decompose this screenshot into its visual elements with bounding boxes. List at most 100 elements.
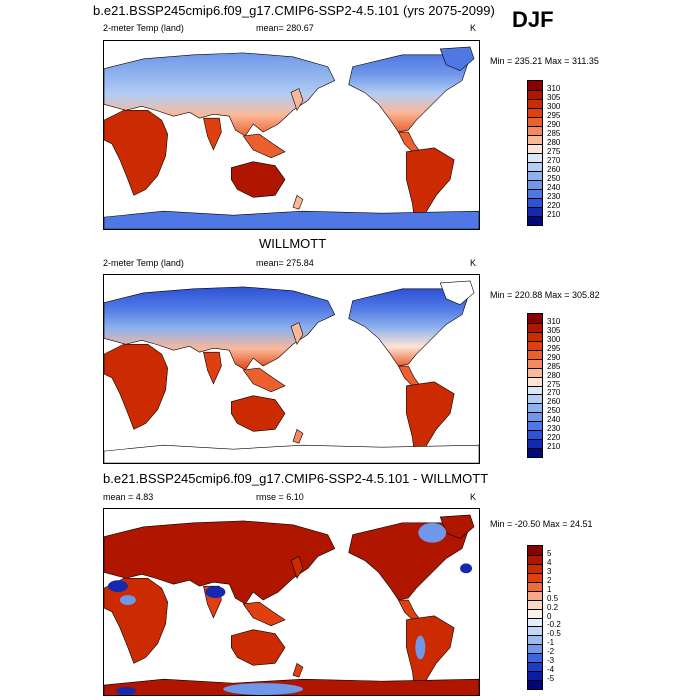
colorbar-tick-label: -1 xyxy=(547,638,555,648)
colorbar-swatch xyxy=(528,599,542,609)
colorbar-tick-label: 280 xyxy=(547,138,561,147)
colorbar-swatch xyxy=(528,349,542,359)
colorbar-swatch xyxy=(528,412,542,422)
colorbar-tick-label: 4 xyxy=(547,557,552,567)
landmass-nz xyxy=(292,662,304,678)
colorbar-swatch xyxy=(528,563,542,573)
panel2-variable-label: 2-meter Temp (land) xyxy=(103,258,184,268)
landmass-antarctica xyxy=(104,210,479,229)
panel1-units-label: K xyxy=(470,23,477,33)
panel3-mean-label: mean = 4.83 xyxy=(103,492,154,502)
colorbar-swatch xyxy=(528,117,542,126)
landmass-greenland xyxy=(439,46,475,72)
colorbar-swatch xyxy=(528,207,542,216)
colorbar-tick-label: 1 xyxy=(547,584,552,594)
colorbar-tick-label: 270 xyxy=(547,388,561,398)
landmass-samerica xyxy=(406,381,455,454)
colorbar-tick-label: -0.2 xyxy=(547,620,561,630)
landmass-japan xyxy=(290,322,304,345)
panel3-colorbar xyxy=(527,545,543,690)
landmass-greenland xyxy=(439,280,475,306)
colorbar-tick-label: 240 xyxy=(547,183,561,192)
colorbar-tick-label: 0.5 xyxy=(547,593,559,603)
colorbar-swatch xyxy=(528,198,542,207)
panel1-minmax: Min = 235.21 Max = 311.35 xyxy=(490,56,599,66)
colorbar-swatch xyxy=(528,358,542,368)
difference-anomaly-region xyxy=(223,683,303,695)
colorbar-tick-label: 250 xyxy=(547,406,561,416)
colorbar-swatch xyxy=(528,81,542,90)
colorbar-tick-label: -3 xyxy=(547,656,555,666)
panel3-units-label: K xyxy=(470,492,477,502)
colorbar-swatch xyxy=(528,180,542,189)
colorbar-tick-label: 310 xyxy=(547,84,561,93)
difference-anomaly-region xyxy=(115,687,136,695)
colorbar-swatch xyxy=(528,662,542,672)
colorbar-swatch xyxy=(528,572,542,582)
colorbar-swatch xyxy=(528,367,542,377)
landmass-seasia xyxy=(242,601,286,627)
colorbar-swatch xyxy=(528,126,542,135)
landmass-australia xyxy=(231,629,286,666)
colorbar-swatch xyxy=(528,617,542,627)
colorbar-tick-label: 300 xyxy=(547,102,561,111)
colorbar-tick-label: 285 xyxy=(547,129,561,138)
colorbar-tick-label: 210 xyxy=(547,210,561,219)
colorbar-swatch xyxy=(528,322,542,332)
panel3-rmse-label: rmse = 6.10 xyxy=(256,492,304,502)
colorbar-tick-label: 2 xyxy=(547,575,552,585)
colorbar-tick-label: 3 xyxy=(547,566,552,576)
panel1-map xyxy=(103,40,480,230)
difference-anomaly-region xyxy=(418,522,447,543)
panel1-title: b.e21.BSSP245cmip6.f09_g17.CMIP6-SSP2-4.… xyxy=(93,3,495,18)
season-label: DJF xyxy=(512,7,554,32)
landmass-eurasia xyxy=(104,286,336,371)
colorbar-swatch xyxy=(528,590,542,600)
colorbar-tick-label: 290 xyxy=(547,352,561,362)
colorbar-tick-label: -0.5 xyxy=(547,629,561,639)
panel2-map xyxy=(103,274,480,464)
landmass-samerica xyxy=(406,615,455,688)
colorbar-tick-label: 270 xyxy=(547,156,561,165)
colorbar-tick-label: 260 xyxy=(547,165,561,174)
colorbar-swatch xyxy=(528,403,542,413)
colorbar-tick-label: 210 xyxy=(547,442,561,452)
colorbar-tick-label: 0 xyxy=(547,611,552,621)
colorbar-tick-label: -2 xyxy=(547,647,555,657)
colorbar-swatch xyxy=(528,680,542,689)
difference-anomaly-region xyxy=(119,595,136,605)
colorbar-swatch xyxy=(528,216,542,225)
colorbar-tick-label: 275 xyxy=(547,147,561,156)
colorbar-tick-label: -5 xyxy=(547,674,555,684)
colorbar-tick-label: 305 xyxy=(547,325,561,335)
landmass-seasia xyxy=(242,367,286,393)
colorbar-swatch xyxy=(528,394,542,404)
colorbar-swatch xyxy=(528,153,542,162)
panel1-colorbar xyxy=(527,80,543,226)
colorbar-tick-label: 0.2 xyxy=(547,602,559,612)
panel2-units-label: K xyxy=(470,258,477,268)
landmass-japan xyxy=(290,556,304,579)
landmass-india xyxy=(203,117,222,151)
landmass-eurasia xyxy=(104,52,336,137)
colorbar-swatch xyxy=(528,385,542,395)
colorbar-swatch xyxy=(528,421,542,431)
colorbar-swatch xyxy=(528,144,542,153)
colorbar-swatch xyxy=(528,99,542,108)
landmass-africa xyxy=(104,109,168,196)
colorbar-swatch xyxy=(528,546,542,555)
landmass-india xyxy=(203,351,222,385)
colorbar-swatch xyxy=(528,108,542,117)
colorbar-swatch xyxy=(528,314,542,323)
colorbar-swatch xyxy=(528,90,542,99)
colorbar-swatch xyxy=(528,430,542,440)
colorbar-swatch xyxy=(528,439,542,449)
colorbar-tick-label: 305 xyxy=(547,93,561,102)
colorbar-tick-label: -4 xyxy=(547,665,555,675)
difference-anomaly-region xyxy=(415,635,426,660)
colorbar-swatch xyxy=(528,331,542,341)
difference-anomaly-region xyxy=(460,563,473,574)
landmass-africa xyxy=(104,343,168,430)
landmass-eurasia xyxy=(104,520,336,605)
panel3-map-svg xyxy=(104,514,479,695)
